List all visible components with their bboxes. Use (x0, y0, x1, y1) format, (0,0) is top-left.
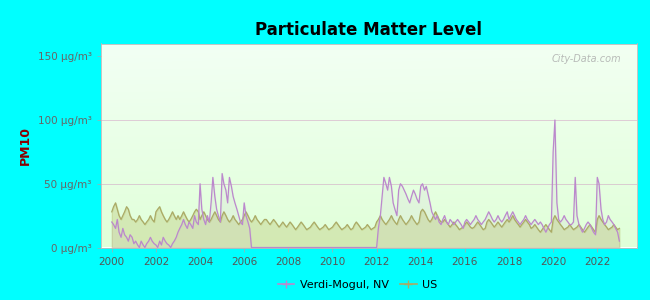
Title: Particulate Matter Level: Particulate Matter Level (255, 21, 482, 39)
Text: City-Data.com: City-Data.com (551, 54, 621, 64)
Y-axis label: PM10: PM10 (19, 126, 32, 165)
Legend: Verdi-Mogul, NV, US: Verdi-Mogul, NV, US (273, 276, 442, 294)
